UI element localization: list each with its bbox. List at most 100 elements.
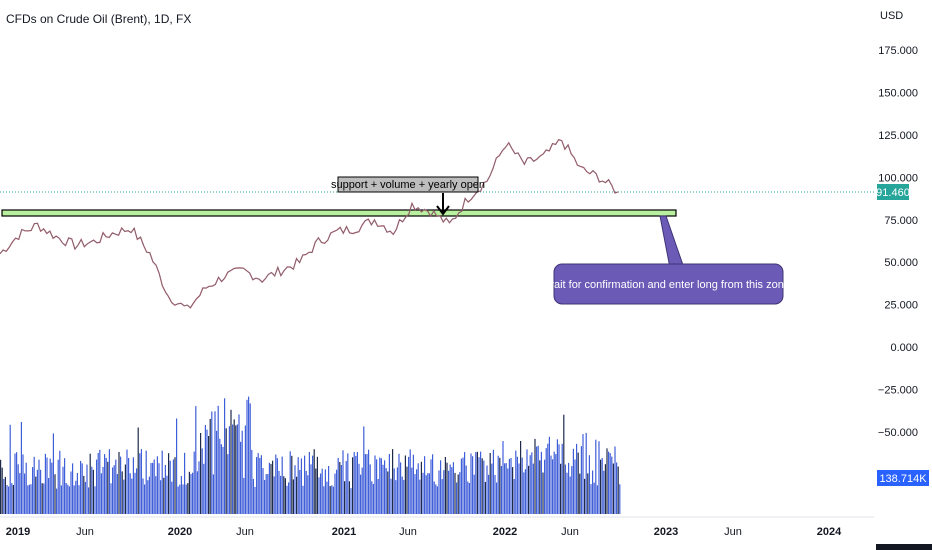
y-tick-label: 100.000 bbox=[878, 172, 918, 184]
volume-bar bbox=[211, 411, 213, 514]
volume-bar bbox=[94, 486, 96, 514]
volume-bar bbox=[24, 473, 26, 514]
volume-bar bbox=[140, 449, 142, 514]
volume-bar bbox=[412, 454, 414, 514]
volume-bar bbox=[324, 469, 326, 514]
volume-bar bbox=[22, 454, 24, 514]
volume-bar bbox=[236, 424, 238, 514]
volume-bar bbox=[48, 478, 50, 514]
volume-bar bbox=[432, 454, 434, 514]
volume-bar bbox=[169, 460, 171, 514]
volume-bar bbox=[188, 471, 190, 514]
volume-bar bbox=[488, 474, 490, 514]
y-tick-label: 0.000 bbox=[890, 342, 918, 354]
volume-bar bbox=[200, 433, 202, 514]
volume-bar bbox=[288, 482, 290, 514]
volume-bar bbox=[457, 474, 459, 514]
volume-bar bbox=[73, 485, 75, 514]
volume-bar bbox=[310, 464, 312, 514]
volume-bar bbox=[544, 459, 546, 514]
volume-bar bbox=[568, 462, 570, 514]
volume-bar bbox=[222, 446, 224, 514]
volume-bar bbox=[556, 439, 558, 514]
x-tick-label: Jun bbox=[236, 526, 254, 538]
volume-bar bbox=[465, 465, 467, 514]
x-tick-label: Jun bbox=[561, 526, 579, 538]
volume-bar bbox=[201, 448, 203, 514]
volume-bar bbox=[523, 472, 525, 514]
volume-bar bbox=[361, 467, 363, 514]
volume-bar bbox=[425, 475, 427, 514]
support-label: support + volume + yearly open bbox=[331, 176, 485, 193]
volume-badge: 138.714K bbox=[877, 470, 929, 486]
volume-bar bbox=[172, 459, 174, 514]
volume-bar bbox=[436, 486, 438, 514]
volume-bar bbox=[350, 488, 352, 514]
volume-bar bbox=[110, 483, 112, 514]
volume-bar bbox=[619, 484, 621, 514]
volume-bar bbox=[41, 483, 43, 514]
volume-bar bbox=[265, 474, 267, 514]
volume-bar bbox=[428, 473, 430, 514]
volume-bar bbox=[318, 477, 320, 514]
volume-bar bbox=[499, 457, 501, 514]
volume-bar bbox=[152, 462, 154, 514]
volume-bar bbox=[417, 463, 419, 514]
volume-bar bbox=[384, 460, 386, 514]
volume-bar bbox=[505, 463, 507, 514]
volume-bar bbox=[520, 441, 522, 514]
volume-bar bbox=[340, 465, 342, 514]
volume-bar bbox=[227, 454, 229, 514]
volume-bar bbox=[11, 483, 13, 514]
volume-bar bbox=[337, 458, 339, 514]
volume-bar bbox=[555, 454, 557, 514]
volume-bar bbox=[369, 464, 371, 514]
volume-bar bbox=[305, 470, 307, 514]
volume-bar bbox=[272, 460, 274, 514]
volume-bar bbox=[542, 472, 544, 514]
volume-bar bbox=[574, 459, 576, 514]
volume-bar bbox=[163, 477, 165, 514]
volume-bar bbox=[524, 469, 526, 514]
scroll-indicator[interactable] bbox=[876, 544, 932, 550]
volume-bar bbox=[212, 474, 214, 514]
volume-bar bbox=[478, 457, 480, 514]
volume-bar bbox=[228, 426, 230, 514]
volume-bar bbox=[603, 470, 605, 514]
volume-badge-text: 138.714K bbox=[879, 473, 927, 485]
volume-bar bbox=[320, 473, 322, 514]
volume-bar bbox=[192, 472, 194, 514]
volume-bars bbox=[0, 396, 621, 514]
volume-bar bbox=[371, 481, 373, 514]
volume-bar bbox=[107, 461, 109, 514]
volume-bar bbox=[489, 453, 491, 514]
volume-bar bbox=[476, 451, 478, 514]
volume-bar bbox=[64, 458, 66, 514]
volume-bar bbox=[57, 459, 59, 514]
volume-bar bbox=[225, 428, 227, 514]
volume-bar bbox=[251, 449, 253, 514]
volume-bar bbox=[424, 456, 426, 514]
volume-bar bbox=[292, 479, 294, 514]
volume-bar bbox=[235, 425, 237, 514]
volume-bar bbox=[312, 455, 314, 514]
volume-bar bbox=[451, 467, 453, 514]
volume-bar bbox=[83, 475, 85, 514]
volume-bar bbox=[401, 476, 403, 514]
volume-bar bbox=[588, 455, 590, 514]
volume-bar bbox=[448, 470, 450, 514]
volume-bar bbox=[539, 460, 541, 514]
volume-bar bbox=[526, 449, 528, 514]
volume-bar bbox=[513, 479, 515, 514]
volume-bar bbox=[480, 451, 482, 514]
volume-bar bbox=[249, 403, 251, 514]
volume-bar bbox=[352, 457, 354, 514]
volume-bar bbox=[596, 485, 598, 514]
volume-bar bbox=[129, 473, 131, 514]
volume-bar bbox=[416, 469, 418, 514]
currency-label: USD bbox=[880, 10, 904, 22]
volume-bar bbox=[294, 465, 296, 514]
volume-bar bbox=[203, 463, 205, 514]
volume-bar bbox=[115, 459, 117, 514]
